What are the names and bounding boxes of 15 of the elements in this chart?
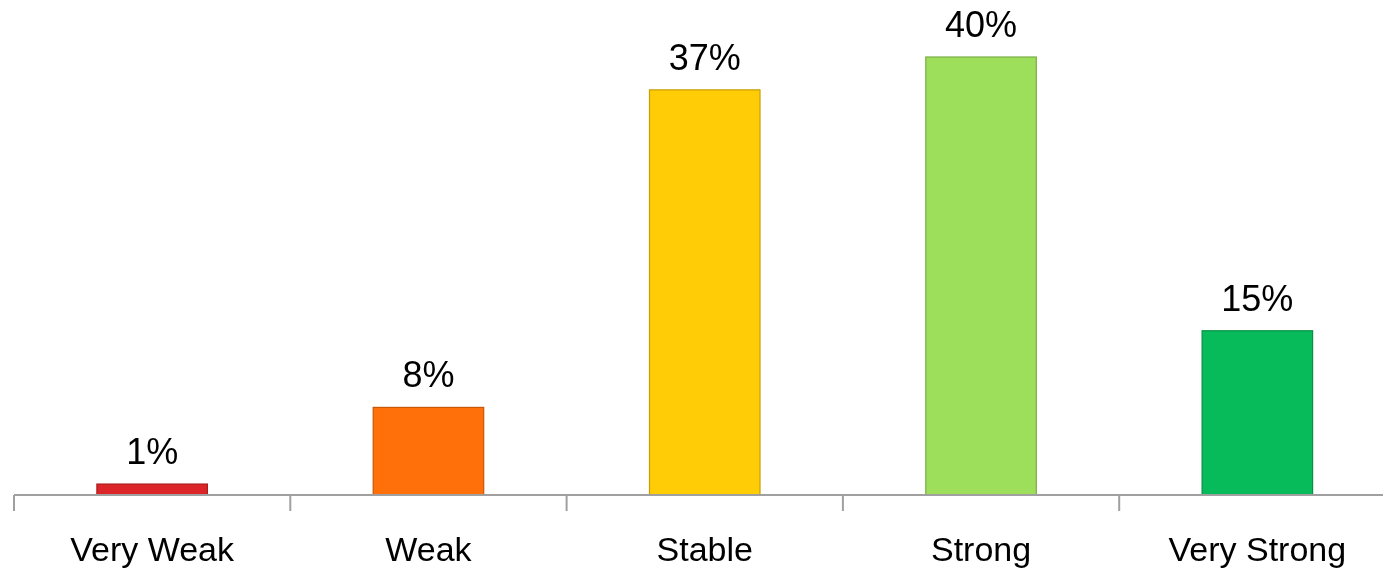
x-tick-label: Very Weak bbox=[70, 530, 236, 568]
data-label: 37% bbox=[668, 36, 741, 78]
bar bbox=[648, 89, 761, 496]
bar bbox=[925, 56, 1037, 496]
bar bbox=[1201, 330, 1314, 496]
data-label: 15% bbox=[1221, 277, 1294, 319]
data-label: 40% bbox=[945, 4, 1018, 45]
x-tick-label: Weak bbox=[385, 530, 473, 568]
data-label: 8% bbox=[402, 354, 455, 396]
bar bbox=[372, 406, 485, 496]
x-tick-label: Stable bbox=[656, 530, 753, 568]
x-tick-label: Very Strong bbox=[1168, 530, 1347, 568]
x-tick-label: Strong bbox=[930, 530, 1032, 568]
data-label: 1% bbox=[126, 431, 179, 473]
bar bbox=[96, 483, 209, 496]
